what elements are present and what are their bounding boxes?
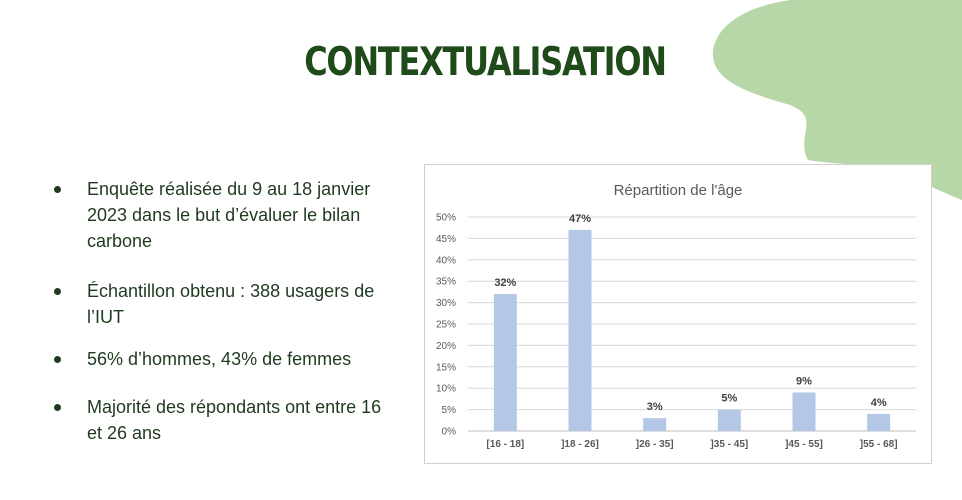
y-tick-label: 50% <box>436 213 456 224</box>
bar <box>643 418 667 431</box>
chart-title: Répartition de l'âge <box>614 182 743 199</box>
y-tick-label: 10% <box>436 384 456 395</box>
bullet-list: Enquête réalisée du 9 au 18 janvier 2023… <box>50 176 390 446</box>
data-label: 32% <box>494 277 516 289</box>
x-tick-label: ]35 - 45] <box>710 439 748 450</box>
y-tick-label: 40% <box>436 255 456 266</box>
bullet-dot-icon <box>54 404 61 411</box>
bar <box>867 413 891 431</box>
data-label: 3% <box>647 401 663 413</box>
bullet-dot-icon <box>54 186 61 193</box>
x-tick-label: ]18 - 26] <box>561 439 599 450</box>
y-tick-label: 35% <box>436 277 456 288</box>
bullet-text: Enquête réalisée du 9 au 18 janvier 2023… <box>87 179 371 251</box>
bullet-dot-icon <box>54 288 61 295</box>
bullet-item: 56% d’hommes, 43% de femmes <box>50 346 390 372</box>
slide-title: CONTEXTUALISATION <box>304 40 667 85</box>
bar <box>792 392 816 431</box>
chart-canvas: Répartition de l'âge 0% 5% 10% 15% 20% 25% 30%… <box>436 182 916 450</box>
data-label: 5% <box>721 393 737 405</box>
data-label: 9% <box>796 375 812 387</box>
age-distribution-chart: Répartition de l'âge 0% 5% 10% 15% 20% 25% 30%… <box>424 164 932 464</box>
bullet-item: Échantillon obtenu : 388 usagers de l’IU… <box>50 278 390 330</box>
x-tick-label: ]45 - 55] <box>785 439 823 450</box>
bar <box>717 409 741 431</box>
y-tick-label: 30% <box>436 298 456 309</box>
bullet-item: Majorité des répondants ont entre 16 et … <box>50 394 390 446</box>
x-tick-label: [16 - 18] <box>486 439 524 450</box>
bar <box>493 294 517 431</box>
x-tick-label: ]55 - 68] <box>860 439 898 450</box>
bullet-text: 56% d’hommes, 43% de femmes <box>87 349 352 369</box>
bullet-item: Enquête réalisée du 9 au 18 janvier 2023… <box>50 176 390 254</box>
bullet-text: Majorité des répondants ont entre 16 et … <box>87 397 382 443</box>
y-tick-label: 15% <box>436 362 456 373</box>
y-tick-label: 45% <box>436 234 456 245</box>
data-label: 4% <box>871 397 887 409</box>
data-label: 47% <box>569 213 591 225</box>
y-tick-label: 5% <box>442 405 457 416</box>
y-tick-label: 0% <box>442 427 457 438</box>
y-tick-label: 25% <box>436 320 456 331</box>
bullet-dot-icon <box>54 356 61 363</box>
x-tick-label: ]26 - 35] <box>636 439 674 450</box>
y-tick-label: 20% <box>436 341 456 352</box>
bullet-text: Échantillon obtenu : 388 usagers de l’IU… <box>87 281 375 327</box>
bar <box>568 229 592 431</box>
